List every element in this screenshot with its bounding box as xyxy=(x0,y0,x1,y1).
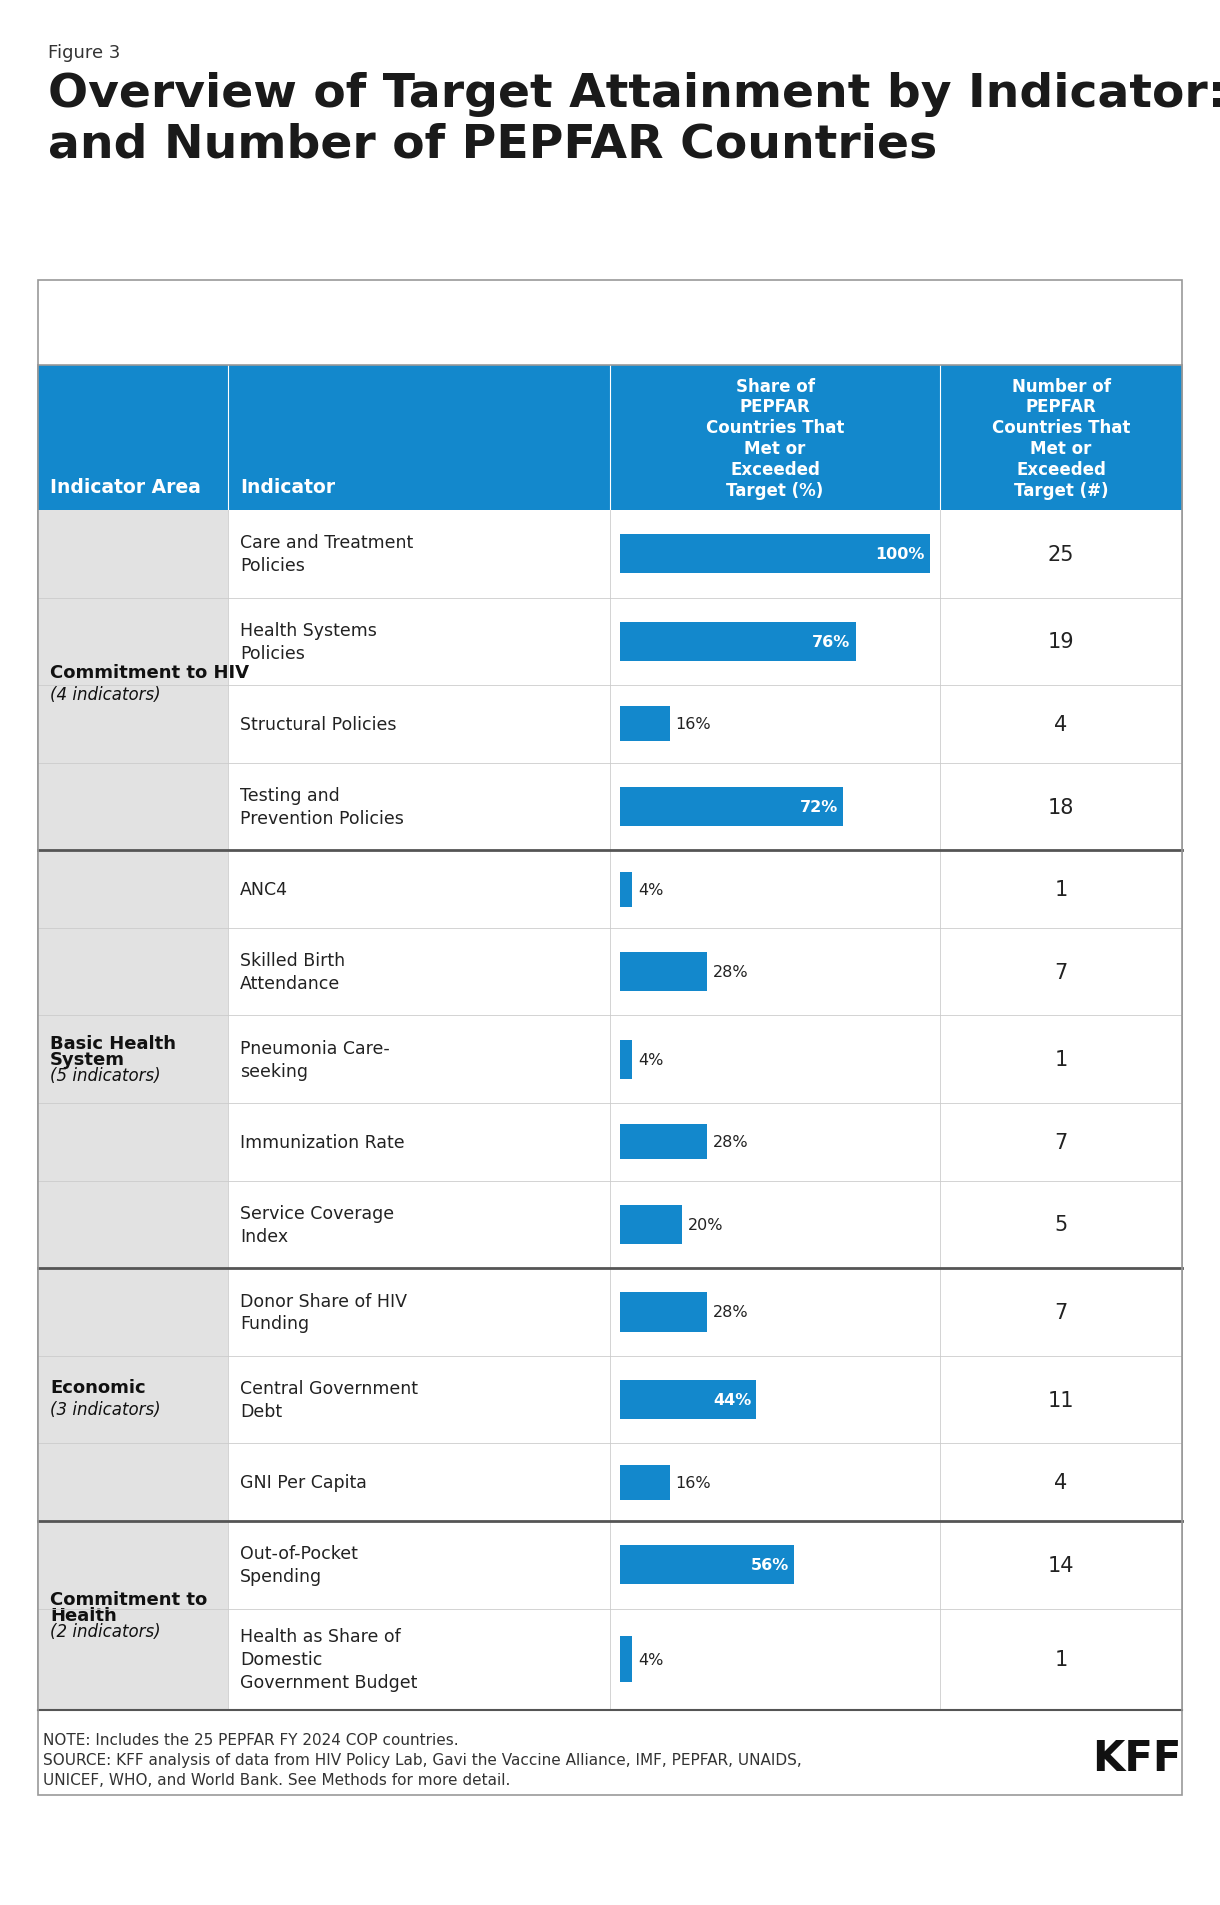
Text: 16%: 16% xyxy=(676,716,711,732)
Text: 72%: 72% xyxy=(800,800,838,815)
Bar xyxy=(620,787,843,827)
Text: Skilled Birth
Attendance: Skilled Birth Attendance xyxy=(240,952,345,993)
Bar xyxy=(228,686,1182,764)
Bar xyxy=(228,511,1182,598)
Text: SOURCE: KFF analysis of data from HIV Policy Lab, Gavi the Vaccine Alliance, IMF: SOURCE: KFF analysis of data from HIV Po… xyxy=(43,1753,802,1768)
Text: GNI Per Capita: GNI Per Capita xyxy=(240,1473,367,1492)
Bar xyxy=(228,1015,1182,1103)
Bar xyxy=(38,366,1182,511)
Text: Health: Health xyxy=(50,1606,117,1625)
Text: Health as Share of
Domestic
Government Budget: Health as Share of Domestic Government B… xyxy=(240,1627,417,1692)
Bar xyxy=(620,1206,682,1244)
Text: 7: 7 xyxy=(1054,1132,1068,1153)
Text: 14: 14 xyxy=(1048,1554,1075,1575)
Text: Economic: Economic xyxy=(50,1377,145,1396)
Bar xyxy=(228,1181,1182,1269)
Text: 56%: 56% xyxy=(750,1558,788,1572)
Text: 4: 4 xyxy=(1054,1473,1068,1492)
Text: 18: 18 xyxy=(1048,796,1074,817)
Bar xyxy=(228,1103,1182,1181)
Text: NOTE: Includes the 25 PEPFAR FY 2024 COP countries.: NOTE: Includes the 25 PEPFAR FY 2024 COP… xyxy=(43,1732,459,1747)
Text: ANC4: ANC4 xyxy=(240,880,288,899)
Text: 1: 1 xyxy=(1054,880,1068,899)
Bar xyxy=(620,1545,793,1585)
Text: 16%: 16% xyxy=(676,1474,711,1490)
Text: Overview of Target Attainment by Indicator: Share
and Number of PEPFAR Countries: Overview of Target Attainment by Indicat… xyxy=(48,72,1220,168)
Text: KFF: KFF xyxy=(1093,1737,1182,1779)
Text: Indicator: Indicator xyxy=(240,478,336,497)
Bar xyxy=(620,952,706,993)
Bar xyxy=(228,1356,1182,1444)
Text: Service Coverage
Index: Service Coverage Index xyxy=(240,1204,394,1246)
Bar xyxy=(38,1522,228,1711)
Text: 28%: 28% xyxy=(712,1135,748,1151)
Text: Structural Policies: Structural Policies xyxy=(240,716,396,733)
Bar xyxy=(620,1636,632,1682)
Bar xyxy=(228,1522,1182,1608)
Text: 28%: 28% xyxy=(712,1305,748,1320)
Text: Basic Health: Basic Health xyxy=(50,1034,176,1053)
Bar xyxy=(620,1465,670,1499)
Text: Health Systems
Policies: Health Systems Policies xyxy=(240,621,377,663)
Bar xyxy=(38,1269,228,1522)
Text: Number of
PEPFAR
Countries That
Met or
Exceeded
Target (#): Number of PEPFAR Countries That Met or E… xyxy=(992,377,1130,499)
Text: 4: 4 xyxy=(1054,714,1068,735)
Bar xyxy=(228,928,1182,1015)
Bar xyxy=(620,872,632,907)
Text: Donor Share of HIV
Funding: Donor Share of HIV Funding xyxy=(240,1292,407,1334)
Bar xyxy=(38,280,1182,1795)
Text: (3 indicators): (3 indicators) xyxy=(50,1400,161,1417)
Text: 4%: 4% xyxy=(638,1652,664,1667)
Text: 4%: 4% xyxy=(638,1052,664,1067)
Text: 100%: 100% xyxy=(876,547,925,562)
Text: Figure 3: Figure 3 xyxy=(48,44,121,63)
Text: Out-of-Pocket
Spending: Out-of-Pocket Spending xyxy=(240,1545,357,1585)
Bar xyxy=(228,1269,1182,1356)
Text: Care and Treatment
Policies: Care and Treatment Policies xyxy=(240,533,414,575)
Text: 1: 1 xyxy=(1054,1050,1068,1071)
Text: System: System xyxy=(50,1052,124,1069)
Text: Indicator Area: Indicator Area xyxy=(50,478,201,497)
Bar xyxy=(228,852,1182,928)
Text: Pneumonia Care-
seeking: Pneumonia Care- seeking xyxy=(240,1040,389,1080)
Text: Central Government
Debt: Central Government Debt xyxy=(240,1379,418,1421)
Text: 19: 19 xyxy=(1048,632,1075,652)
Bar xyxy=(620,707,670,743)
Text: Testing and
Prevention Policies: Testing and Prevention Policies xyxy=(240,787,404,827)
Bar xyxy=(228,1444,1182,1522)
Bar xyxy=(620,1293,706,1332)
Text: (4 indicators): (4 indicators) xyxy=(50,686,161,703)
Bar xyxy=(620,623,855,661)
Text: UNICEF, WHO, and World Bank. See Methods for more detail.: UNICEF, WHO, and World Bank. See Methods… xyxy=(43,1772,510,1787)
Bar xyxy=(620,1040,632,1080)
Text: 7: 7 xyxy=(1054,962,1068,983)
Text: 1: 1 xyxy=(1054,1650,1068,1669)
Bar xyxy=(620,535,930,573)
Bar xyxy=(228,1608,1182,1711)
Text: Share of
PEPFAR
Countries That
Met or
Exceeded
Target (%): Share of PEPFAR Countries That Met or Ex… xyxy=(706,377,844,499)
Text: 11: 11 xyxy=(1048,1391,1075,1410)
Bar xyxy=(620,1379,756,1419)
Text: Commitment to: Commitment to xyxy=(50,1591,207,1608)
Text: 28%: 28% xyxy=(712,964,748,979)
Text: Commitment to HIV: Commitment to HIV xyxy=(50,663,249,682)
Text: 25: 25 xyxy=(1048,545,1075,564)
Text: (5 indicators): (5 indicators) xyxy=(50,1067,161,1084)
Text: 20%: 20% xyxy=(688,1217,723,1233)
Bar xyxy=(228,598,1182,686)
Text: 7: 7 xyxy=(1054,1303,1068,1322)
Text: 5: 5 xyxy=(1054,1215,1068,1234)
Bar xyxy=(38,852,228,1269)
Text: (2 indicators): (2 indicators) xyxy=(50,1623,161,1640)
Text: 76%: 76% xyxy=(813,634,850,650)
Text: 44%: 44% xyxy=(714,1393,752,1408)
Bar xyxy=(228,764,1182,852)
Bar xyxy=(620,1124,706,1160)
Text: Immunization Rate: Immunization Rate xyxy=(240,1133,405,1151)
Text: 4%: 4% xyxy=(638,882,664,897)
Bar xyxy=(38,511,228,852)
